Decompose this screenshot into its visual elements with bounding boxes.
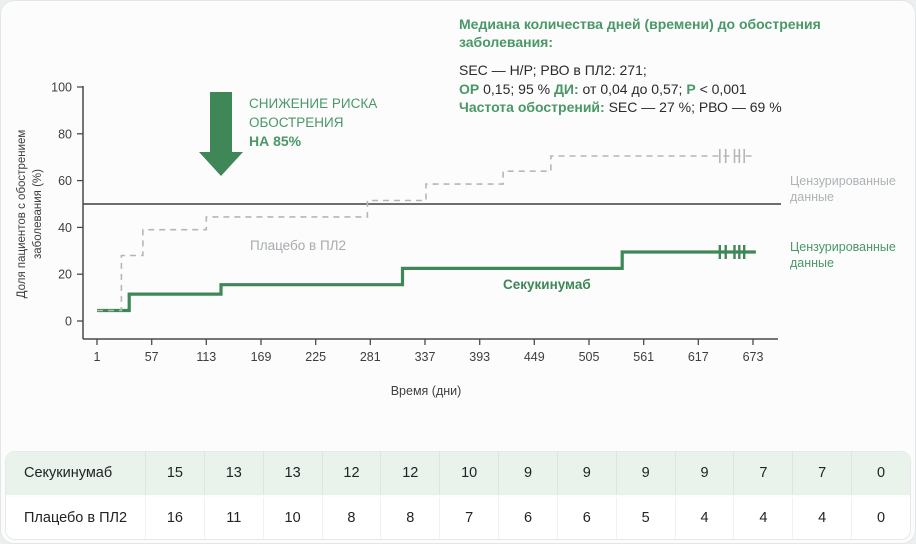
y-tick-label: 100 bbox=[51, 81, 72, 95]
risk-reduction-line3: НА 85% bbox=[249, 133, 302, 149]
numbers-at-risk-table: Секукинумаб 15 13 13 12 12 10 9 9 9 9 7 7 0 Плацебо в … bbox=[5, 451, 911, 540]
x-tick-label: 505 bbox=[579, 350, 600, 364]
placebo-series-label: Плацебо в ПЛ2 bbox=[250, 238, 347, 253]
y-axis-title-line2: заболевания (%) bbox=[32, 169, 44, 259]
table-cell: 9 bbox=[674, 452, 734, 495]
table-cell: 4 bbox=[674, 496, 734, 539]
table-cell: 16 bbox=[145, 496, 204, 539]
y-tick-label: 40 bbox=[58, 221, 72, 235]
table-cell: 6 bbox=[498, 496, 557, 539]
risk-reduction-label: СНИЖЕНИЕ РИСКА ОБОСТРЕНИЯ НА 85% bbox=[249, 95, 409, 151]
table-cell: 7 bbox=[439, 496, 498, 539]
annotation-line: ОР 0,15; 95 % ДИ: от 0,04 до 0,57; Р < 0… bbox=[459, 80, 747, 97]
x-tick-label: 337 bbox=[415, 350, 436, 364]
table-cell: 4 bbox=[733, 496, 792, 539]
annotation-line: SEC — Н/Р; РВО в ПЛ2: 271; bbox=[459, 62, 647, 78]
table-cell: 11 bbox=[203, 496, 263, 539]
x-tick-label: 113 bbox=[196, 350, 216, 364]
series-line-0 bbox=[97, 250, 756, 313]
table-cell: 15 bbox=[145, 452, 204, 495]
table-cell: 8 bbox=[380, 496, 439, 539]
table-cell: 12 bbox=[380, 452, 439, 495]
table-cell: 8 bbox=[321, 496, 381, 539]
median-annotation-block: Медиана количества дней (времени) до обо… bbox=[459, 15, 911, 117]
x-tick-label: 169 bbox=[251, 350, 272, 364]
table-cell: 10 bbox=[262, 496, 322, 539]
table-row-label: Секукинумаб bbox=[24, 465, 113, 482]
series-line-1 bbox=[97, 155, 756, 312]
x-tick-label: 617 bbox=[688, 350, 709, 364]
table-cell: 9 bbox=[498, 452, 557, 495]
table-cell: 0 bbox=[851, 496, 910, 539]
y-tick-label: 20 bbox=[58, 268, 72, 282]
y-axis-title: Доля пациентов с обострением заболевания… bbox=[14, 74, 48, 354]
x-tick-label: 561 bbox=[633, 350, 654, 364]
x-tick-label: 281 bbox=[360, 350, 381, 364]
risk-reduction-line2: ОБОСТРЕНИЯ bbox=[249, 114, 344, 130]
x-tick-label: 449 bbox=[524, 350, 545, 364]
km-chart-plot: 0 20 40 60 80 100 1 57 113 169 225 281 337 393 449 505 5… bbox=[1, 1, 915, 441]
y-axis-title-line1: Доля пациентов с обострением bbox=[16, 129, 28, 299]
x-tick-label: 393 bbox=[469, 350, 490, 364]
table-cell: 9 bbox=[556, 452, 616, 495]
x-axis-title: Время (дни) bbox=[390, 384, 462, 398]
table-cell: 13 bbox=[203, 452, 263, 495]
risk-reduction-arrow-icon bbox=[197, 92, 245, 176]
table-row-label: Плацебо в ПЛ2 bbox=[24, 509, 128, 526]
table-cell: 13 bbox=[262, 452, 322, 495]
table-cell: 7 bbox=[792, 452, 851, 495]
censored-data-label-secukinumab: Цензурированные данные bbox=[790, 240, 896, 270]
x-tick-label: 673 bbox=[743, 350, 764, 364]
table-cell: 7 bbox=[733, 452, 792, 495]
table-cell: 0 bbox=[851, 452, 910, 495]
secukinumab-series-label: Секукинумаб bbox=[503, 277, 591, 292]
annotation-line: Частота обострений: SEC — 27 %; РВО — 69… bbox=[459, 99, 782, 115]
x-tick-label: 57 bbox=[145, 350, 159, 364]
table-cell: 12 bbox=[321, 452, 381, 495]
table-cell: 4 bbox=[792, 496, 851, 539]
table-row: Плацебо в ПЛ2 16 11 10 8 8 7 6 6 5 4 4 4 0 bbox=[6, 496, 910, 539]
annotation-lines: SEC — Н/Р; РВО в ПЛ2: 271; ОР 0,15; 95 % … bbox=[459, 61, 911, 117]
y-tick-label: 80 bbox=[58, 127, 72, 141]
table-cell: 6 bbox=[556, 496, 616, 539]
annotation-title: Медиана количества дней (времени) до обо… bbox=[459, 16, 821, 50]
table-cell: 9 bbox=[615, 452, 675, 495]
table-cell: 10 bbox=[439, 452, 498, 495]
table-row: Секукинумаб 15 13 13 12 12 10 9 9 9 9 7 7 0 bbox=[6, 452, 910, 497]
table-cell: 5 bbox=[615, 496, 675, 539]
y-tick-label: 60 bbox=[58, 174, 72, 188]
risk-reduction-line1: СНИЖЕНИЕ РИСКА bbox=[249, 96, 378, 111]
x-tick-label: 1 bbox=[94, 350, 101, 364]
x-tick-label: 225 bbox=[305, 350, 326, 364]
y-tick-label: 0 bbox=[65, 315, 72, 329]
censored-data-label-placebo: Цензурированные данные bbox=[790, 174, 896, 204]
